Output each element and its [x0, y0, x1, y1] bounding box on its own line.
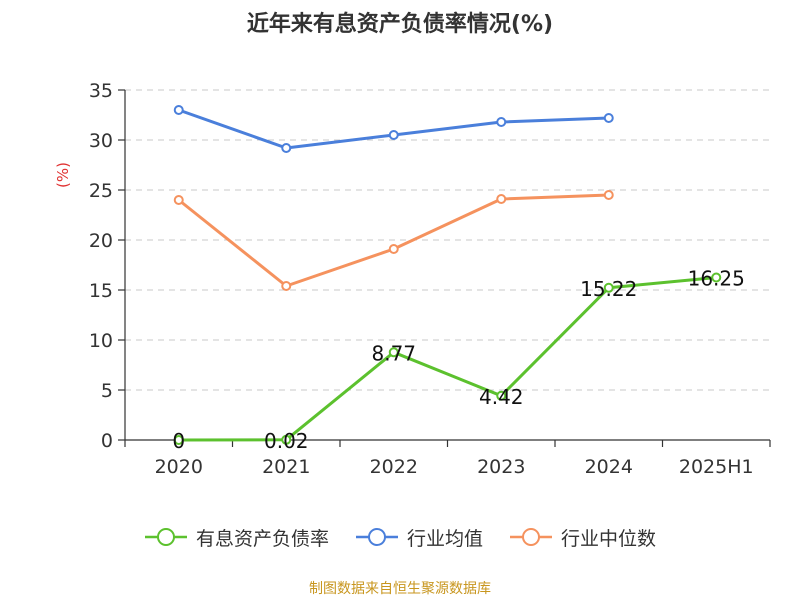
data-point: [496, 390, 507, 401]
data-label: 16.25: [688, 267, 745, 291]
data-labels: 0 0.02 8.77 4.42 15.22 16.25: [172, 267, 745, 454]
legend-item[interactable]: 行业中位数: [509, 524, 656, 551]
data-point: [388, 347, 399, 358]
y-axis-label: (%): [54, 162, 72, 188]
y-tick-label: 25: [89, 180, 113, 202]
legend-label: 行业中位数: [561, 527, 657, 550]
series-lines: [173, 105, 722, 445]
data-point: [711, 272, 722, 283]
data-point: [603, 113, 614, 123]
y-tick-label: 10: [89, 330, 113, 352]
legend-marker: [156, 528, 175, 546]
x-tick-label: 2022: [370, 456, 418, 478]
y-tick-label: 0: [101, 430, 113, 452]
x-tick-label: 2020: [155, 456, 203, 478]
legend-swatch-icon: [510, 528, 552, 546]
data-label: 15.22: [580, 277, 637, 301]
legend-marker: [367, 528, 386, 546]
series-line-0: [178, 276, 717, 442]
data-point: [603, 282, 614, 293]
legend: 有息资产负债率 行业均值 行业中位数: [0, 520, 800, 554]
data-label: 8.77: [371, 341, 416, 365]
legend-marker: [522, 528, 540, 546]
legend-swatch-icon: [355, 528, 398, 546]
y-tick-label: 20: [89, 230, 113, 252]
y-tick-label: 30: [89, 130, 113, 152]
y-tick-label: 35: [89, 80, 113, 102]
y-tick-label: 5: [101, 380, 113, 402]
chart-title: 近年来有息资产负债率情况(%): [246, 12, 554, 37]
grid-lines: [125, 89, 770, 391]
data-point: [173, 195, 184, 205]
axes: 0 5 10 15 20 25 30 35 (%) 2020 2021 2022 2023 2024 202…: [54, 80, 771, 478]
data-point: [173, 105, 184, 115]
legend-label: 有息资产负债率: [195, 527, 329, 550]
series-line-1: [178, 108, 609, 150]
data-point: [603, 190, 614, 200]
data-label: 0.02: [264, 429, 309, 453]
line-chart: 0 5 10 15 20 25 30 35 (%) 2020 2021 2022 2023 2024 202…: [54, 80, 771, 478]
data-point: [496, 117, 507, 127]
legend-label: 行业均值: [406, 527, 483, 550]
source-note: 制图数据来自恒生聚源数据库: [309, 581, 491, 597]
x-tick-label: 2024: [585, 456, 633, 478]
data-point: [281, 434, 292, 445]
x-tick-label: 2023: [477, 456, 525, 478]
data-point: [388, 130, 399, 140]
x-tick-label: 2021: [262, 456, 310, 478]
data-point: [281, 143, 292, 153]
data-point: [173, 435, 184, 445]
y-tick-label: 15: [89, 280, 113, 302]
legend-swatch-icon: [144, 528, 187, 546]
data-point: [281, 281, 292, 291]
data-label: 0: [172, 429, 185, 453]
legend-item[interactable]: 行业均值: [355, 524, 483, 551]
data-point: [496, 194, 507, 204]
data-label: 4.42: [479, 385, 524, 409]
legend-item[interactable]: 有息资产负债率: [144, 524, 329, 551]
data-point: [388, 244, 399, 254]
x-tick-label: 2025H1: [679, 456, 754, 478]
